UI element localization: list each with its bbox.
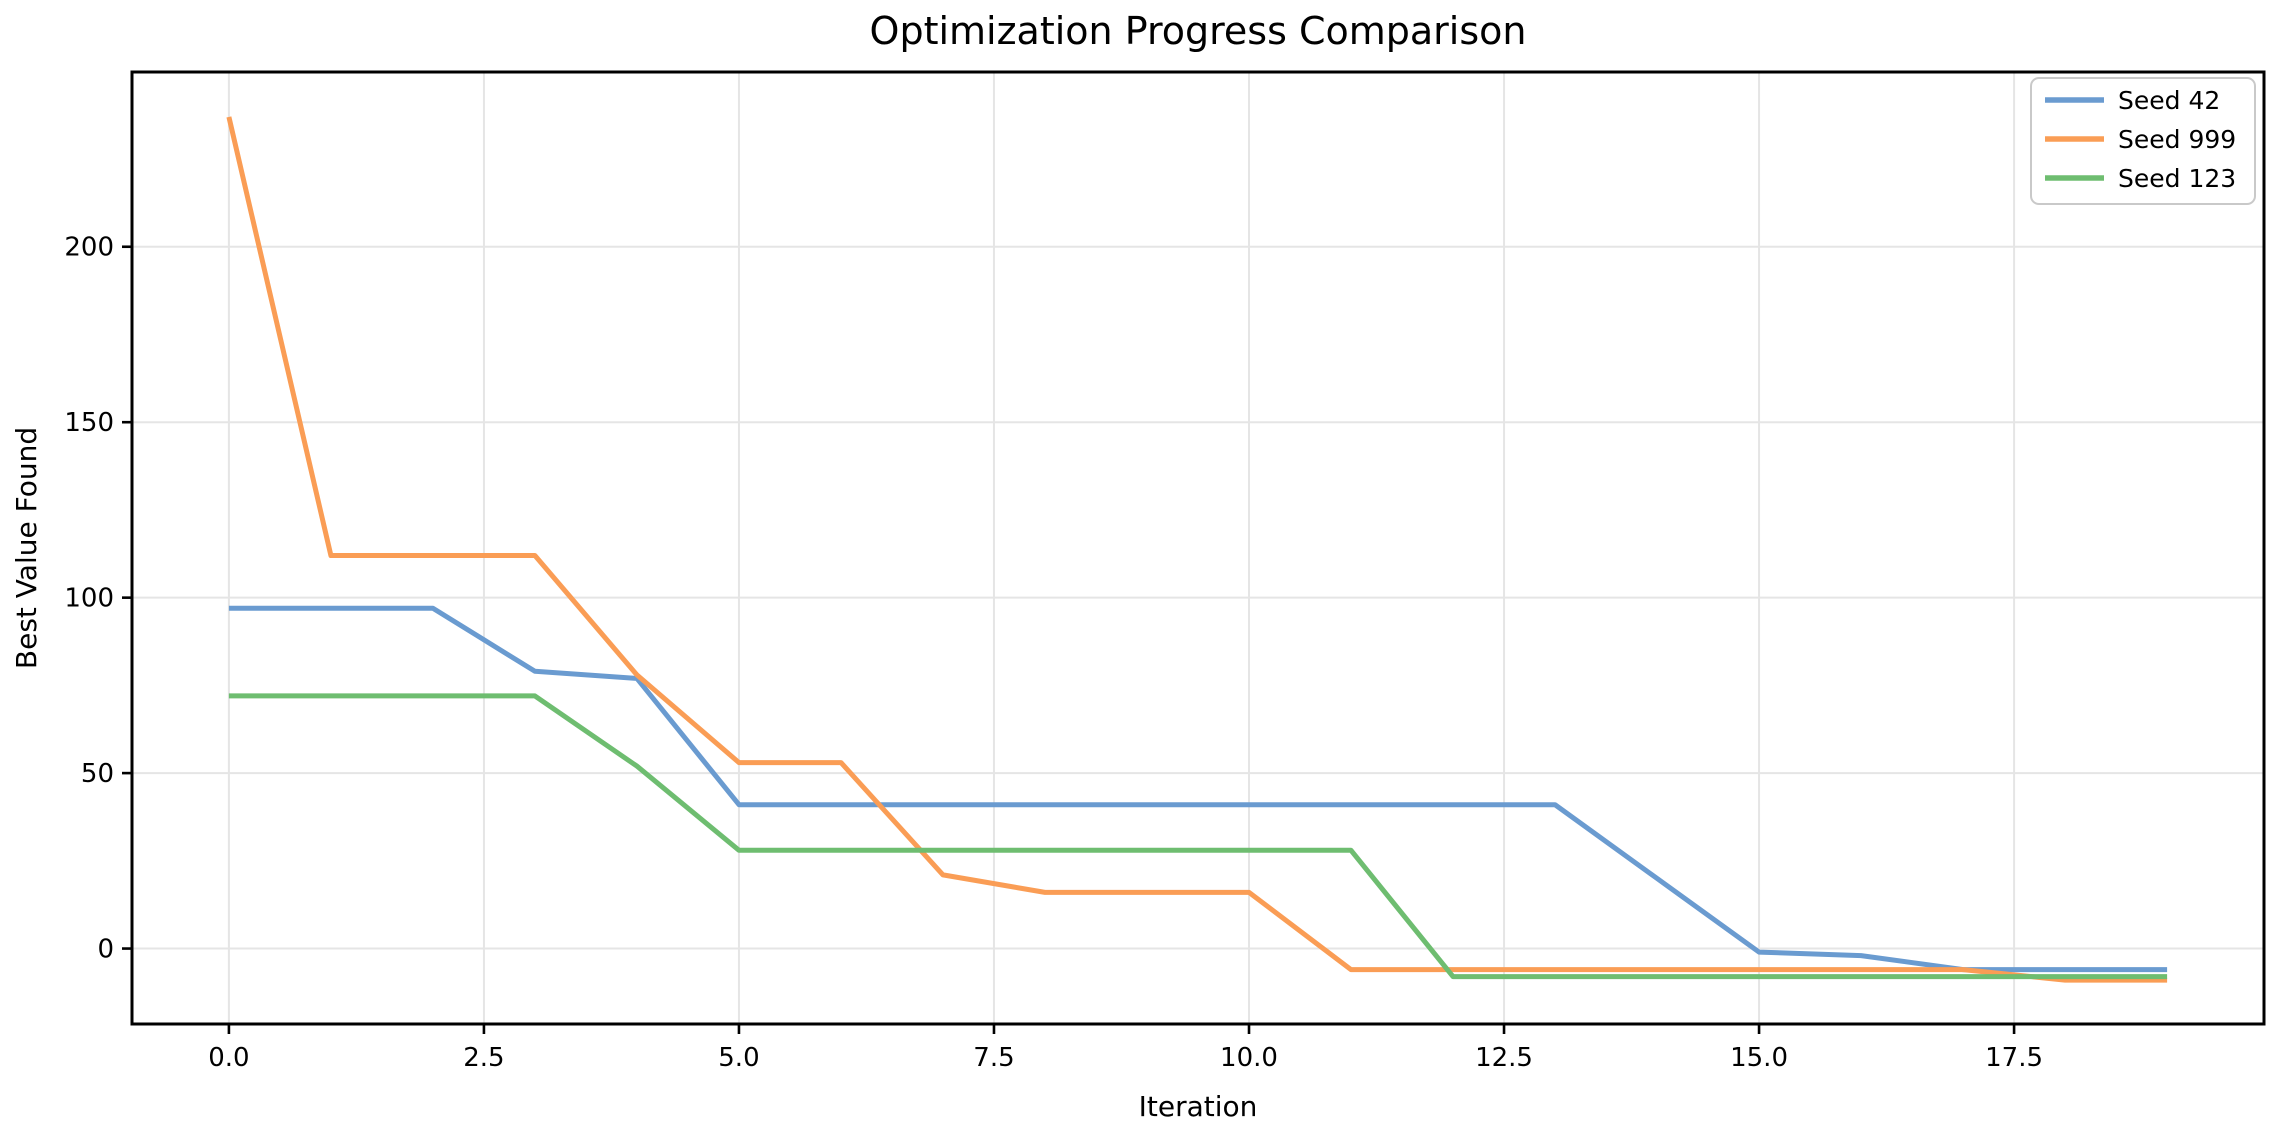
tick-layer: 0.0 2.5 5.0 7.5 10.0 12.5 15.0 17.5 0 50 100 150 200 — [64, 233, 2043, 1073]
x-tick-label: 7.5 — [973, 1043, 1014, 1073]
series-line-seed-123 — [228, 693, 2168, 980]
legend-label-seed-42: Seed 42 — [2118, 86, 2220, 115]
y-tick-label: 100 — [64, 584, 114, 614]
x-tick-label: 2.5 — [463, 1043, 504, 1073]
y-tick-label: 50 — [81, 759, 114, 789]
x-tick-label: 15.0 — [1730, 1043, 1788, 1073]
y-tick-label: 200 — [64, 233, 114, 263]
x-tick-label: 0.0 — [208, 1043, 249, 1073]
grid-layer — [132, 72, 2264, 1024]
series-line-seed-999 — [226, 116, 2168, 983]
y-tick-label: 150 — [64, 408, 114, 438]
legend-box — [2030, 77, 2256, 205]
x-tick-label: 12.5 — [1475, 1043, 1533, 1073]
legend: Seed 42 Seed 999 Seed 123 — [2030, 77, 2256, 205]
legend-label-seed-999: Seed 999 — [2118, 125, 2236, 154]
legend-label-seed-123: Seed 123 — [2118, 164, 2236, 193]
plot-border — [130, 70, 2266, 1026]
series-layer — [226, 116, 2168, 983]
x-tick-label: 5.0 — [718, 1043, 759, 1073]
x-axis-label: Iteration — [1139, 1090, 1258, 1123]
x-tick-label: 17.5 — [1985, 1043, 2043, 1073]
y-axis-label: Best Value Found — [10, 427, 43, 669]
chart-title: Optimization Progress Comparison — [870, 9, 1527, 53]
y-tick-label: 0 — [97, 935, 114, 965]
series-line-seed-42 — [228, 605, 2168, 973]
x-tick-label: 10.0 — [1220, 1043, 1278, 1073]
